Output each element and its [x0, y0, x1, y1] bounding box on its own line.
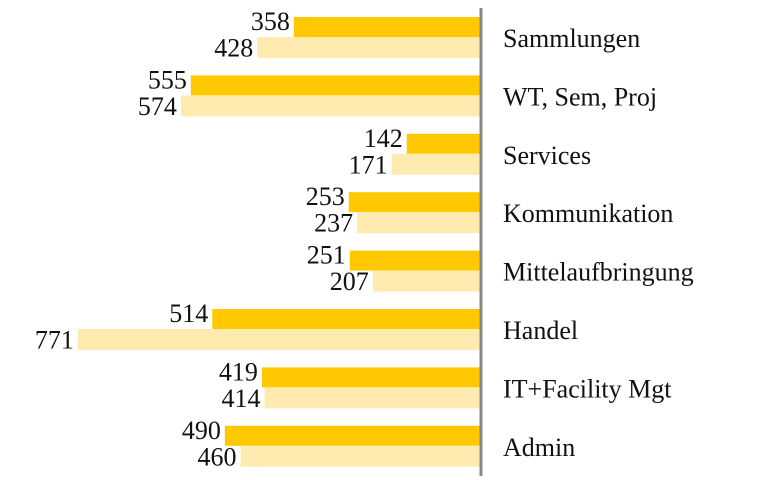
category-label: WT, Sem, Proj [503, 82, 657, 111]
value-label: 253 [306, 182, 345, 211]
category-label: Services [503, 141, 591, 170]
value-label: 514 [169, 299, 208, 328]
bar [264, 387, 481, 409]
value-label: 771 [35, 325, 74, 354]
bar [372, 270, 481, 292]
value-label: 207 [330, 267, 369, 296]
value-label: 142 [364, 124, 403, 153]
bar [391, 153, 481, 175]
bar [349, 250, 481, 271]
bar [261, 367, 481, 388]
bar [406, 133, 481, 154]
bar [224, 425, 481, 446]
value-label: 414 [222, 384, 261, 413]
bar [77, 329, 481, 350]
category-label: Admin [503, 433, 575, 462]
bar [180, 95, 481, 117]
value-label: 428 [214, 33, 253, 62]
value-label: 460 [198, 442, 237, 471]
value-label: 555 [148, 65, 187, 94]
category-label: Mittelaufbringung [503, 258, 694, 287]
bar [293, 17, 481, 37]
bar [240, 445, 481, 467]
value-label: 237 [314, 209, 353, 238]
bar [357, 212, 481, 234]
value-label: 574 [138, 92, 177, 121]
bar [348, 192, 481, 213]
value-label: 419 [219, 357, 258, 386]
category-label: IT+Facility Mgt [503, 374, 672, 403]
value-label: 251 [307, 241, 346, 270]
bar [257, 37, 481, 58]
category-label: Kommunikation [503, 199, 673, 228]
value-label: 358 [251, 7, 290, 36]
bar [190, 75, 481, 96]
category-label: Sammlungen [503, 24, 640, 53]
value-label: 490 [182, 416, 221, 445]
value-label: 171 [349, 150, 388, 179]
bar [212, 309, 481, 329]
category-label: Handel [503, 316, 578, 345]
